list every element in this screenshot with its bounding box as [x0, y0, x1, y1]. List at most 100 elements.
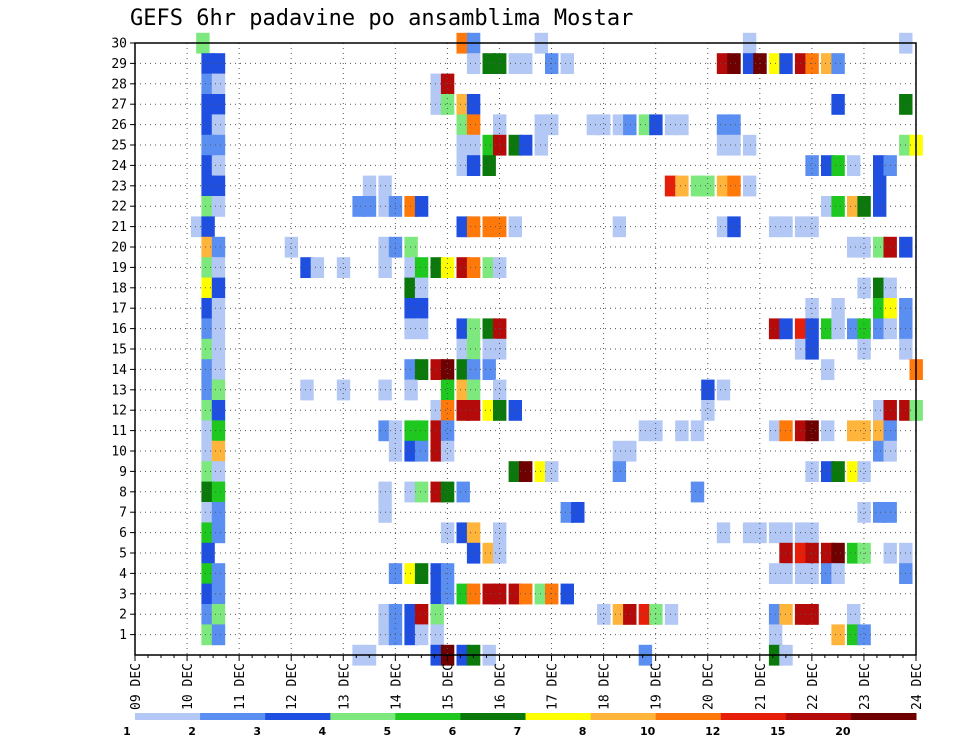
- heatmap-cell: [430, 359, 444, 380]
- y-tick-label: 8: [119, 485, 127, 500]
- heatmap-cell: [404, 624, 418, 646]
- heatmap-cell: [211, 53, 226, 74]
- heatmap-cell: [211, 298, 226, 319]
- heatmap-cell: [430, 624, 444, 646]
- heatmap-cell: [466, 94, 481, 115]
- heatmap-cell: [560, 53, 574, 74]
- heatmap-cell: [794, 53, 809, 74]
- heatmap-cell: [211, 196, 226, 217]
- heatmap-cell: [873, 236, 887, 258]
- heatmap-cell: [873, 420, 887, 442]
- heatmap-cell: [873, 318, 887, 340]
- y-tick-label: 18: [111, 281, 127, 296]
- heatmap-cell: [847, 318, 861, 340]
- heatmap-cell: [362, 175, 377, 197]
- heatmap-cell: [430, 257, 444, 278]
- heatmap-cell: [664, 175, 679, 197]
- heatmap-cell: [440, 420, 455, 442]
- heatmap-cell: [493, 379, 507, 401]
- legend-label: 10: [640, 725, 656, 738]
- heatmap-cell: [545, 461, 559, 482]
- heatmap-cell: [456, 257, 470, 278]
- heatmap-cell: [716, 379, 731, 401]
- heatmap-cell: [211, 502, 226, 523]
- heatmap-cell: [466, 53, 481, 74]
- legend-swatch: [265, 713, 331, 720]
- heatmap-cell: [821, 53, 835, 74]
- heatmap-cell: [821, 318, 835, 340]
- legend-swatch: [135, 713, 201, 720]
- heatmap-cell: [201, 563, 215, 584]
- legend-label: 5: [383, 725, 391, 738]
- heatmap-cell: [716, 114, 731, 136]
- heatmap-cell: [716, 53, 731, 74]
- y-tick-label: 21: [111, 220, 127, 235]
- y-tick-label: 24: [111, 159, 127, 174]
- heatmap-cell: [831, 624, 845, 646]
- heatmap-cell: [211, 563, 226, 584]
- y-axis: 1234567891011121314151617181920212223242…: [111, 37, 135, 643]
- heatmap-cell: [201, 359, 215, 380]
- heatmap-cell: [211, 277, 226, 299]
- heatmap-cell: [847, 420, 861, 442]
- y-tick-label: 26: [111, 118, 127, 133]
- heatmap-cell: [211, 175, 226, 197]
- heatmap-cell: [805, 216, 819, 238]
- heatmap-cell: [857, 502, 871, 523]
- heatmap-cell: [466, 257, 481, 278]
- heatmap-cell: [201, 94, 215, 115]
- heatmap-cell: [404, 257, 418, 278]
- heatmap-cell: [794, 216, 809, 238]
- heatmap-cell: [201, 542, 215, 564]
- x-tick-label: 18 DEC: [598, 663, 613, 710]
- heatmap-cell: [586, 114, 601, 136]
- heatmap-cell: [201, 481, 215, 503]
- legend-swatch: [330, 713, 396, 720]
- x-tick-label: 11 DEC: [233, 663, 248, 710]
- y-tick-label: 23: [111, 179, 127, 194]
- heatmap-cell: [404, 481, 418, 503]
- heatmap-cell: [440, 440, 455, 462]
- heatmap-cell: [201, 400, 215, 421]
- heatmap-cell: [456, 481, 470, 503]
- heatmap-cell: [742, 53, 757, 74]
- heatmap-cell: [857, 338, 871, 360]
- heatmap-cell: [675, 420, 689, 442]
- heatmap-cell: [466, 216, 481, 238]
- heatmap-cell: [300, 379, 314, 401]
- heatmap-cell: [560, 502, 574, 523]
- y-tick-label: 27: [111, 98, 127, 113]
- legend-swatch: [720, 713, 787, 720]
- color-legend: 1 2 3 4 5 6 7 8 10 12 15 20: [123, 713, 917, 738]
- x-tick-label: 09 DEC: [129, 663, 144, 710]
- heatmap-cell: [201, 583, 215, 605]
- chart-title: GEFS 6hr padavine po ansamblima Mostar: [130, 6, 634, 31]
- heatmap-cell: [727, 175, 741, 197]
- heatmap-cell: [284, 236, 299, 258]
- heatmap-cell: [336, 257, 351, 278]
- heatmap-cell: [414, 420, 429, 442]
- heatmap-cell: [466, 338, 481, 360]
- heatmap-cell: [623, 440, 637, 462]
- heatmap-cell: [201, 502, 215, 523]
- y-tick-label: 7: [119, 506, 127, 521]
- heatmap-cell: [201, 175, 215, 197]
- heatmap-cell: [831, 53, 845, 74]
- legend-label: 8: [579, 725, 587, 738]
- heatmap-cell: [873, 440, 887, 462]
- heatmap-cell: [300, 257, 314, 278]
- heatmap-cell: [211, 359, 226, 380]
- heatmap-cell: [821, 359, 835, 380]
- x-tick-label: 10 DEC: [181, 663, 196, 710]
- heatmap-cell: [201, 73, 215, 95]
- y-tick-label: 10: [111, 445, 127, 460]
- heatmap-cell: [664, 604, 679, 625]
- legend-swatch: [200, 713, 266, 720]
- heatmap-cell: [211, 604, 226, 625]
- heatmap-cell: [456, 338, 470, 360]
- heatmap-cell: [414, 624, 429, 646]
- heatmap-cell: [201, 522, 215, 544]
- heatmap-cell: [466, 583, 481, 605]
- heatmap-cell: [597, 114, 611, 136]
- heatmap-cell: [805, 461, 819, 482]
